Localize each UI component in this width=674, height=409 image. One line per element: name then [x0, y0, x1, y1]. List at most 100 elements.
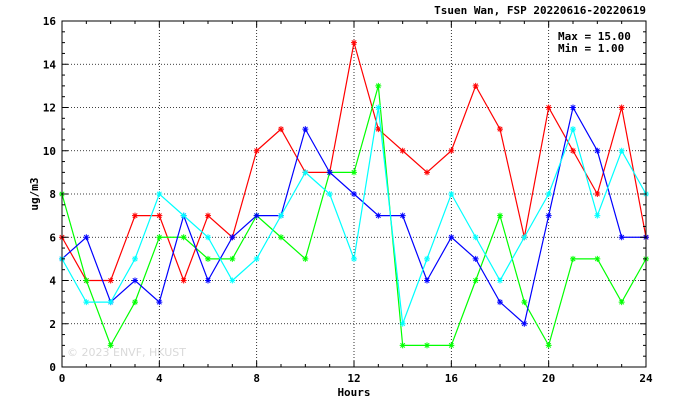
y-tick-label: 4 — [49, 275, 56, 288]
watermark: © 2023 ENVF, HKUST — [67, 346, 186, 359]
data-point — [351, 39, 357, 46]
data-point — [156, 234, 163, 241]
data-point — [375, 212, 382, 219]
data-point — [351, 255, 357, 262]
data-point — [521, 320, 528, 327]
data-point — [448, 147, 455, 154]
data-point — [83, 234, 90, 241]
data-point — [521, 299, 528, 306]
data-point — [132, 299, 138, 306]
data-point — [302, 169, 309, 176]
data-point — [229, 255, 236, 262]
data-point — [326, 169, 333, 176]
data-point — [180, 212, 187, 219]
x-tick-label: 12 — [347, 372, 360, 385]
data-point — [132, 212, 138, 219]
data-point — [278, 234, 284, 241]
y-tick-label: 0 — [49, 361, 56, 374]
data-point — [594, 255, 601, 262]
data-point — [205, 255, 211, 262]
data-point — [472, 277, 479, 284]
data-point — [399, 147, 406, 154]
chart-title: Tsuen Wan, FSP 20220616-20220619 — [434, 4, 646, 17]
data-point — [253, 147, 260, 154]
data-point — [302, 255, 309, 262]
series-3 — [59, 104, 649, 327]
data-point — [229, 277, 236, 284]
data-point — [229, 234, 236, 241]
data-point — [594, 212, 601, 219]
y-axis-label: ug/m3 — [28, 177, 41, 210]
data-point — [618, 299, 625, 306]
data-point — [545, 191, 552, 197]
x-tick-label: 20 — [542, 372, 555, 385]
data-point — [253, 255, 260, 262]
x-axis-label: Hours — [337, 386, 370, 399]
data-point — [278, 212, 284, 219]
data-point — [107, 299, 114, 306]
data-point — [545, 104, 552, 111]
data-point — [180, 234, 187, 241]
data-point — [253, 212, 260, 219]
data-point — [570, 255, 576, 262]
data-point — [448, 234, 455, 241]
data-point — [497, 299, 503, 306]
data-point — [424, 169, 430, 176]
stat-min: Min = 1.00 — [558, 42, 624, 55]
series-1 — [59, 82, 649, 349]
data-point — [399, 320, 406, 327]
data-point — [156, 299, 163, 306]
data-point — [472, 255, 479, 262]
data-point — [570, 104, 576, 111]
x-tick-label: 8 — [253, 372, 260, 385]
stat-max: Max = 15.00 — [558, 30, 631, 43]
y-tick-label: 6 — [49, 231, 56, 244]
x-tick-label: 4 — [156, 372, 163, 385]
y-tick-label: 16 — [43, 15, 57, 28]
data-point — [156, 191, 163, 197]
data-point — [205, 277, 211, 284]
data-point — [570, 147, 576, 154]
x-tick-label: 0 — [59, 372, 66, 385]
data-point — [107, 277, 114, 284]
data-point — [594, 147, 601, 154]
data-point — [83, 277, 90, 284]
data-point — [594, 191, 601, 197]
data-point — [180, 277, 187, 284]
data-point — [351, 191, 357, 197]
data-point — [424, 255, 430, 262]
data-point — [375, 104, 382, 111]
data-point — [472, 82, 479, 89]
data-point — [424, 342, 430, 349]
data-point — [399, 342, 406, 349]
data-point — [205, 212, 211, 219]
data-point — [618, 104, 625, 111]
data-point — [618, 234, 625, 241]
data-point — [570, 126, 576, 133]
data-point — [545, 342, 552, 349]
data-point — [448, 342, 455, 349]
data-point — [618, 147, 625, 154]
data-point — [107, 342, 114, 349]
data-point — [521, 234, 528, 241]
data-point — [156, 212, 163, 219]
y-tick-label: 14 — [43, 58, 57, 71]
data-point — [83, 299, 90, 306]
y-tick-label: 12 — [43, 102, 56, 115]
data-point — [326, 191, 333, 197]
data-point — [351, 169, 357, 176]
x-tick-label: 24 — [639, 372, 653, 385]
data-point — [497, 212, 503, 219]
data-point — [497, 277, 503, 284]
data-point — [545, 212, 552, 219]
data-point — [497, 126, 503, 133]
y-tick-label: 2 — [49, 318, 56, 331]
y-tick-label: 10 — [43, 145, 56, 158]
data-point — [399, 212, 406, 219]
data-point — [375, 82, 382, 89]
data-point — [278, 126, 284, 133]
y-tick-label: 8 — [49, 188, 56, 201]
data-point — [424, 277, 430, 284]
